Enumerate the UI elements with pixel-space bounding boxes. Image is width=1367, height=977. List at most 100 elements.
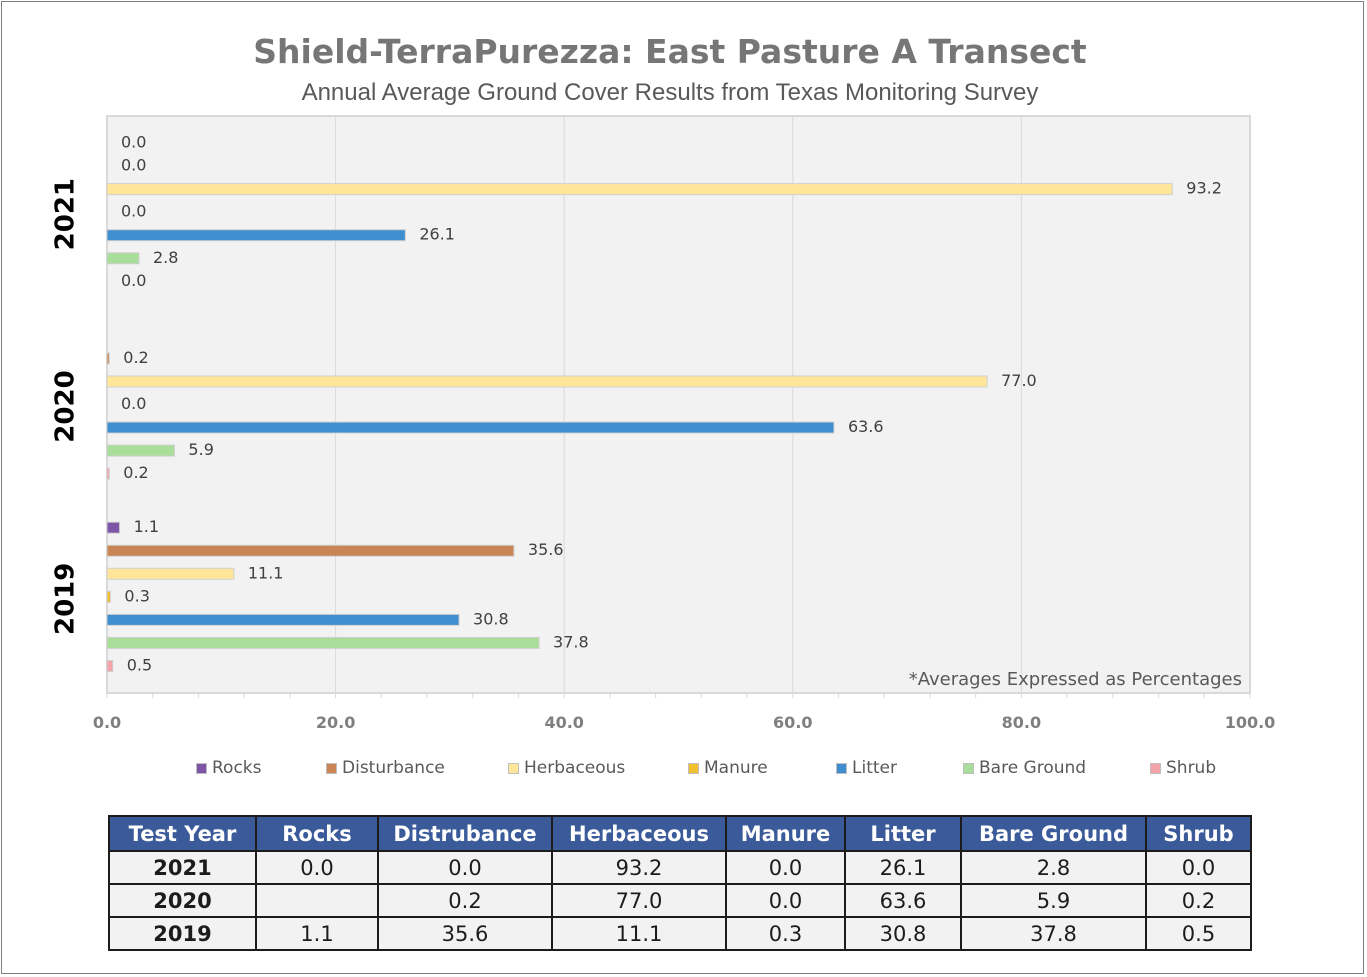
bar	[106, 590, 111, 603]
table-cell-year: 2021	[108, 850, 257, 885]
table-header: Rocks	[255, 815, 379, 852]
legend-swatch	[196, 762, 207, 774]
data-label: 30.8	[473, 609, 509, 628]
table-cell: 0.0	[255, 850, 379, 885]
table-header: Test Year	[108, 815, 257, 852]
legend-label: Herbaceous	[524, 758, 626, 778]
x-tick-label: 80.0	[1002, 713, 1041, 732]
table-cell: 35.6	[377, 916, 553, 951]
bar	[106, 252, 140, 265]
table-cell: 11.1	[551, 916, 727, 951]
table-cell: 0.0	[1145, 850, 1252, 885]
legend-item: Rocks	[196, 758, 262, 778]
legend-item: Manure	[688, 758, 768, 778]
bar	[106, 352, 110, 365]
bar	[106, 521, 121, 534]
data-label: 0.0	[121, 202, 146, 221]
table-cell: 63.6	[844, 883, 962, 918]
data-label: 5.9	[188, 440, 213, 459]
table-cell: 37.8	[960, 916, 1147, 951]
legend-label: Manure	[704, 758, 768, 778]
category-label: 2019	[51, 563, 81, 635]
legend-swatch	[836, 762, 847, 774]
table-cell: 0.0	[725, 850, 846, 885]
data-label: 35.6	[528, 540, 564, 559]
table-cell-year: 2019	[108, 916, 257, 951]
legend-item: Disturbance	[326, 758, 445, 778]
table-cell: 0.5	[1145, 916, 1252, 951]
table-cell	[255, 883, 379, 918]
x-tick-label: 40.0	[544, 713, 583, 732]
legend-swatch	[963, 762, 974, 774]
chart-legend: Rocks Disturbance Herbaceous Manure Litter Ba…	[0, 758, 1367, 780]
bar	[106, 567, 235, 580]
legend-label: Litter	[852, 758, 897, 778]
data-label: 0.0	[121, 156, 146, 175]
table-header: Litter	[844, 815, 962, 852]
table-cell: 1.1	[255, 916, 379, 951]
data-label: 63.6	[848, 417, 884, 436]
data-label: 11.1	[248, 563, 284, 582]
table-cell: 0.0	[377, 850, 553, 885]
legend-item: Shrub	[1150, 758, 1216, 778]
data-label: 0.2	[123, 348, 148, 367]
data-label: 37.8	[553, 632, 589, 651]
table-header: Bare Ground	[960, 815, 1147, 852]
data-label: 2.8	[153, 248, 178, 267]
legend-label: Shrub	[1166, 758, 1217, 778]
table-cell: 0.3	[725, 916, 846, 951]
bar	[106, 659, 114, 672]
data-label: 77.0	[1001, 371, 1037, 390]
data-label: 0.5	[127, 655, 152, 674]
data-label: 26.1	[419, 225, 455, 244]
table-header: Shrub	[1145, 815, 1252, 852]
chart-title: Shield-TerraPurezza: East Pasture A Tran…	[253, 32, 1087, 71]
legend-label: Rocks	[212, 758, 262, 778]
bar	[106, 444, 175, 457]
legend-item: Litter	[836, 758, 897, 778]
bar	[106, 229, 406, 242]
data-label: 1.1	[134, 517, 159, 536]
category-label: 2021	[51, 178, 81, 250]
table-cell: 0.0	[725, 883, 846, 918]
chart-subtitle: Annual Average Ground Cover Results from…	[301, 79, 1039, 106]
bar	[106, 467, 110, 480]
table-cell: 0.2	[377, 883, 553, 918]
table-cell: 26.1	[844, 850, 962, 885]
x-tick-label: 20.0	[316, 713, 355, 732]
data-label: 0.2	[123, 463, 148, 482]
bar	[106, 544, 515, 557]
table-row: 2020 0.2 77.0 0.0 63.6 5.9 0.2	[108, 883, 1252, 918]
data-label: 0.3	[124, 586, 149, 605]
legend-swatch	[508, 762, 519, 774]
bar	[106, 613, 460, 626]
table-header-row: Test Year Rocks Distrubance Herbaceous M…	[108, 815, 1252, 852]
plot-area	[106, 115, 1251, 694]
legend-item: Herbaceous	[508, 758, 625, 778]
legend-swatch	[688, 762, 699, 774]
data-label: 0.0	[121, 394, 146, 413]
data-table: Test Year Rocks Distrubance Herbaceous M…	[108, 815, 1252, 951]
legend-label: Disturbance	[342, 758, 445, 778]
table-cell-year: 2020	[108, 883, 257, 918]
data-label: 0.0	[121, 271, 146, 290]
bar	[106, 375, 988, 388]
x-tick-label: 0.0	[93, 713, 121, 732]
bar	[106, 421, 835, 434]
x-tick-label: 60.0	[773, 713, 812, 732]
table-row: 2021 0.0 0.0 93.2 0.0 26.1 2.8 0.0	[108, 850, 1252, 885]
bar	[106, 183, 1173, 196]
table-header: Herbaceous	[551, 815, 727, 852]
data-label: 0.0	[121, 133, 146, 152]
chart-note: *Averages Expressed as Percentages	[909, 669, 1242, 690]
table-cell: 5.9	[960, 883, 1147, 918]
table-cell: 30.8	[844, 916, 962, 951]
table-cell: 0.2	[1145, 883, 1252, 918]
table-cell: 2.8	[960, 850, 1147, 885]
legend-label: Bare Ground	[979, 758, 1087, 778]
legend-item: Bare Ground	[963, 758, 1086, 778]
table-header: Distrubance	[377, 815, 553, 852]
table-cell: 77.0	[551, 883, 727, 918]
data-label: 93.2	[1186, 179, 1222, 198]
